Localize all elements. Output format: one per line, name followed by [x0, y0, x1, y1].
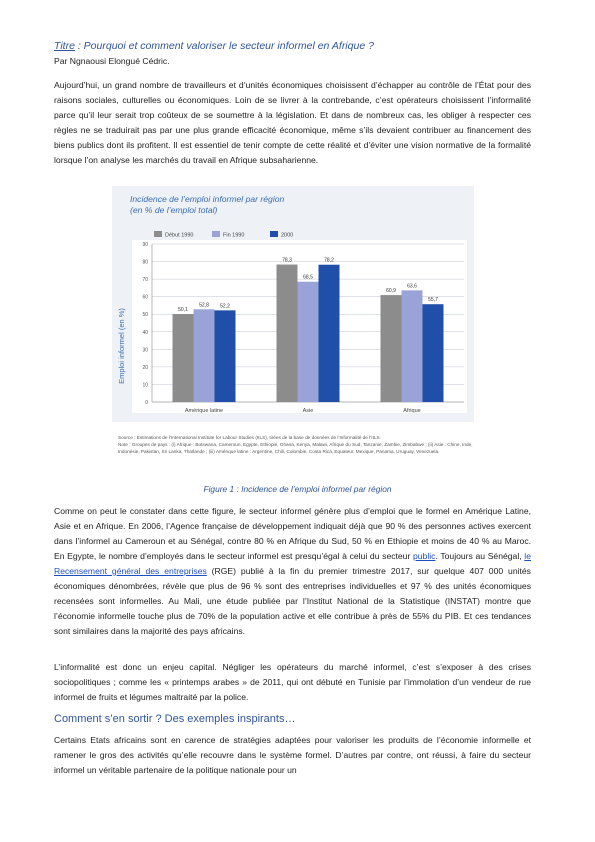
y-axis-label: Emploi informel (en %): [117, 308, 126, 384]
bar-value-label: 63,6: [407, 283, 417, 289]
y-tick-label: 50: [142, 312, 148, 318]
figure-sources: Source : Estimations de l’International …: [118, 434, 474, 456]
bars: [172, 264, 444, 402]
y-tick-label: 60: [142, 295, 148, 301]
bar: [193, 309, 215, 402]
legend-swatch: [154, 231, 162, 237]
bar: [172, 314, 194, 402]
bar-value-label: 68,5: [303, 275, 313, 281]
data-labels: 50,1 52,8 52,2 78,3 68,5 78,2 60,9 63,6 55,7: [178, 258, 438, 314]
title-lead: Titre: [54, 40, 75, 52]
intro-paragraph: Aujourd’hui, un grand nombre de travaill…: [54, 80, 531, 165]
legend-swatch: [270, 231, 278, 237]
x-tick-label: Asie: [303, 408, 314, 414]
bar-value-label: 60,9: [386, 288, 396, 294]
chart-title: Incidence de l’emploi informel par régio…: [130, 194, 285, 204]
x-tick-label: Amérique latine: [185, 408, 223, 414]
bar: [422, 304, 444, 402]
bar-value-label: 50,1: [178, 307, 188, 313]
bar: [401, 290, 423, 402]
bar: [276, 264, 298, 402]
chart-subtitle: (en % de l’emploi total): [130, 205, 218, 215]
x-tick-label: Afrique: [403, 408, 420, 414]
bar: [297, 281, 319, 402]
y-tick-label: 80: [142, 260, 148, 266]
examples-paragraph: Certains Etats africains sont en carence…: [54, 735, 531, 775]
author-line: Par Ngnaousi Elongué Cédric.: [54, 56, 170, 66]
analysis-paragraph: Comme on peut le constater dans cette fi…: [54, 504, 531, 639]
bar: [380, 295, 402, 402]
public-sector-link[interactable]: public: [412, 551, 436, 561]
source-note: Source : Estimations de l’International …: [118, 435, 381, 440]
document-title: Titre : Pourquoi et comment valoriser le…: [54, 40, 374, 52]
figure-caption: Figure 1 : Incidence de l’emploi informe…: [203, 484, 392, 494]
stakes-paragraph: L’informalité est donc un enjeu capital.…: [54, 662, 531, 702]
legend: Début 1990 Fin 1990 2000: [154, 231, 293, 239]
y-tick-label: 90: [142, 242, 148, 248]
title-text: : Pourquoi et comment valoriser le secte…: [74, 40, 374, 52]
bar: [214, 310, 236, 402]
legend-swatch: [212, 231, 220, 237]
y-tick-label: 70: [142, 277, 148, 283]
chart-title-block: Incidence de l’emploi informel par régio…: [130, 194, 284, 216]
bar-value-label: 55,7: [428, 297, 438, 303]
y-tick-label: 0: [145, 400, 148, 406]
legend-label: Début 1990: [165, 233, 193, 239]
informal-employment-chart: 0 10 20 30 40 50 60 70 80 90 Amérique latine Asie Af…: [117, 231, 467, 414]
analysis-text-1: Comme on peut le constater dans cette fi…: [54, 506, 531, 561]
bar-value-label: 52,8: [199, 302, 209, 308]
section-heading: Comment s’en sortir ? Des exemples inspi…: [54, 713, 296, 725]
bar-value-label: 52,2: [220, 303, 230, 309]
analysis-text-3: (RGE) publié à la fin du premier trimest…: [54, 566, 531, 636]
bar: [318, 264, 340, 402]
bar-value-label: 78,2: [324, 258, 334, 264]
y-tick-label: 40: [142, 330, 148, 336]
rge-link[interactable]: le Recensement général des entreprises: [54, 551, 531, 576]
legend-label: Fin 1990: [223, 233, 244, 239]
country-groups-note: Note : Groupes de pays : (i) Afrique : B…: [118, 442, 473, 455]
legend-label: 2000: [281, 233, 293, 239]
y-tick-label: 10: [142, 382, 148, 388]
y-tick-label: 30: [142, 347, 148, 353]
analysis-text-2: . Toujours au Sénégal,: [435, 551, 525, 561]
y-tick-label: 20: [142, 365, 148, 371]
bar-value-label: 78,3: [282, 258, 292, 264]
